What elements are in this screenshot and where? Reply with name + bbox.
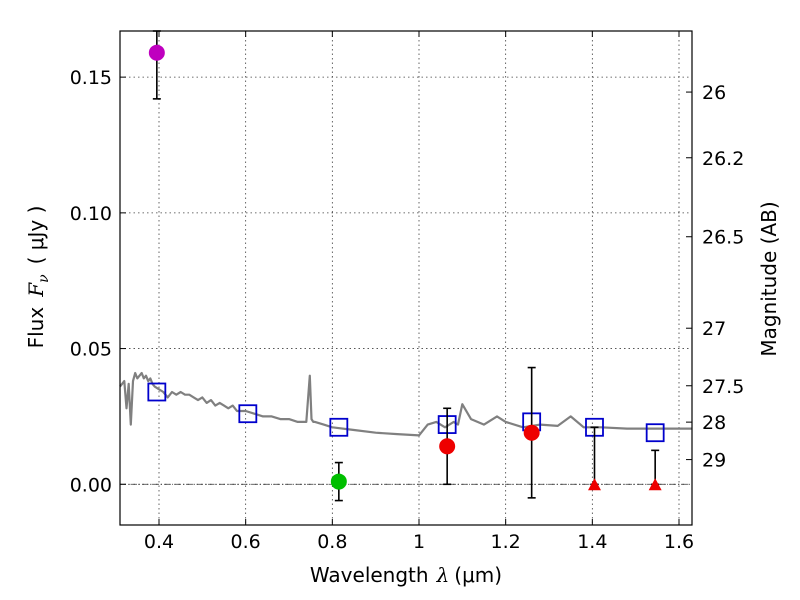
x-tick-label: 1.6 bbox=[664, 531, 694, 553]
x-axis-unit: (μm) bbox=[454, 563, 502, 587]
template-sed-line bbox=[119, 371, 692, 437]
x-tick-label: 0.8 bbox=[317, 531, 347, 553]
x-axis-title: Wavelength λ (μm) bbox=[310, 563, 502, 587]
y-axis-label: Flux bbox=[24, 307, 48, 349]
right-tick-label: 28 bbox=[702, 412, 726, 434]
right-tick-label: 26.5 bbox=[702, 227, 744, 249]
y-axis-symbol: F bbox=[24, 282, 48, 298]
y-tick-label: 0.00 bbox=[70, 474, 112, 496]
y-axis-unit: ( μJy ) bbox=[24, 206, 48, 265]
x-tick-label: 1 bbox=[413, 531, 425, 553]
x-tick-label: 1.4 bbox=[577, 531, 607, 553]
right-tick-label: 27.5 bbox=[702, 376, 744, 398]
grid bbox=[120, 31, 692, 525]
nir-detections-marker bbox=[523, 424, 540, 441]
plot-frame bbox=[119, 30, 693, 526]
x-tick-label: 0.4 bbox=[144, 531, 174, 553]
nir-upper-limits-marker bbox=[648, 478, 662, 491]
model-marker bbox=[147, 382, 167, 402]
u-band-marker bbox=[148, 44, 165, 61]
right-tick-label: 26.2 bbox=[702, 148, 744, 170]
template-sed-layer bbox=[119, 371, 692, 437]
z-band-marker bbox=[330, 473, 347, 490]
ticks bbox=[120, 31, 692, 525]
right-tick-label: 26 bbox=[702, 82, 726, 104]
x-axis-label: Wavelength bbox=[310, 563, 429, 587]
model-marker bbox=[238, 404, 258, 424]
y-tick-label: 0.05 bbox=[70, 339, 112, 361]
model-marker bbox=[329, 417, 349, 437]
x-tick-label: 0.6 bbox=[231, 531, 261, 553]
right-axis-title: Magnitude (AB) bbox=[757, 201, 781, 356]
markers-layer bbox=[147, 30, 665, 502]
y-axis-title: Flux Fν ( μJy ) bbox=[24, 206, 52, 349]
right-tick-label: 27 bbox=[702, 318, 726, 340]
nir-upper-limits-marker bbox=[588, 478, 601, 491]
nir-detections-marker bbox=[439, 438, 456, 455]
y-tick-label: 0.15 bbox=[70, 67, 112, 89]
tick-labels: 0.4 0.6 0.8 1 1.2 1.4 1.6 0.00 0.05 0.10 0.15 26 26.… bbox=[70, 67, 745, 553]
right-tick-label: 29 bbox=[702, 450, 726, 472]
y-tick-label: 0.10 bbox=[70, 203, 112, 225]
x-tick-label: 1.2 bbox=[491, 531, 521, 553]
y-axis-subscript: ν bbox=[36, 274, 52, 283]
x-axis-symbol: λ bbox=[436, 563, 450, 587]
model-marker bbox=[645, 423, 665, 443]
